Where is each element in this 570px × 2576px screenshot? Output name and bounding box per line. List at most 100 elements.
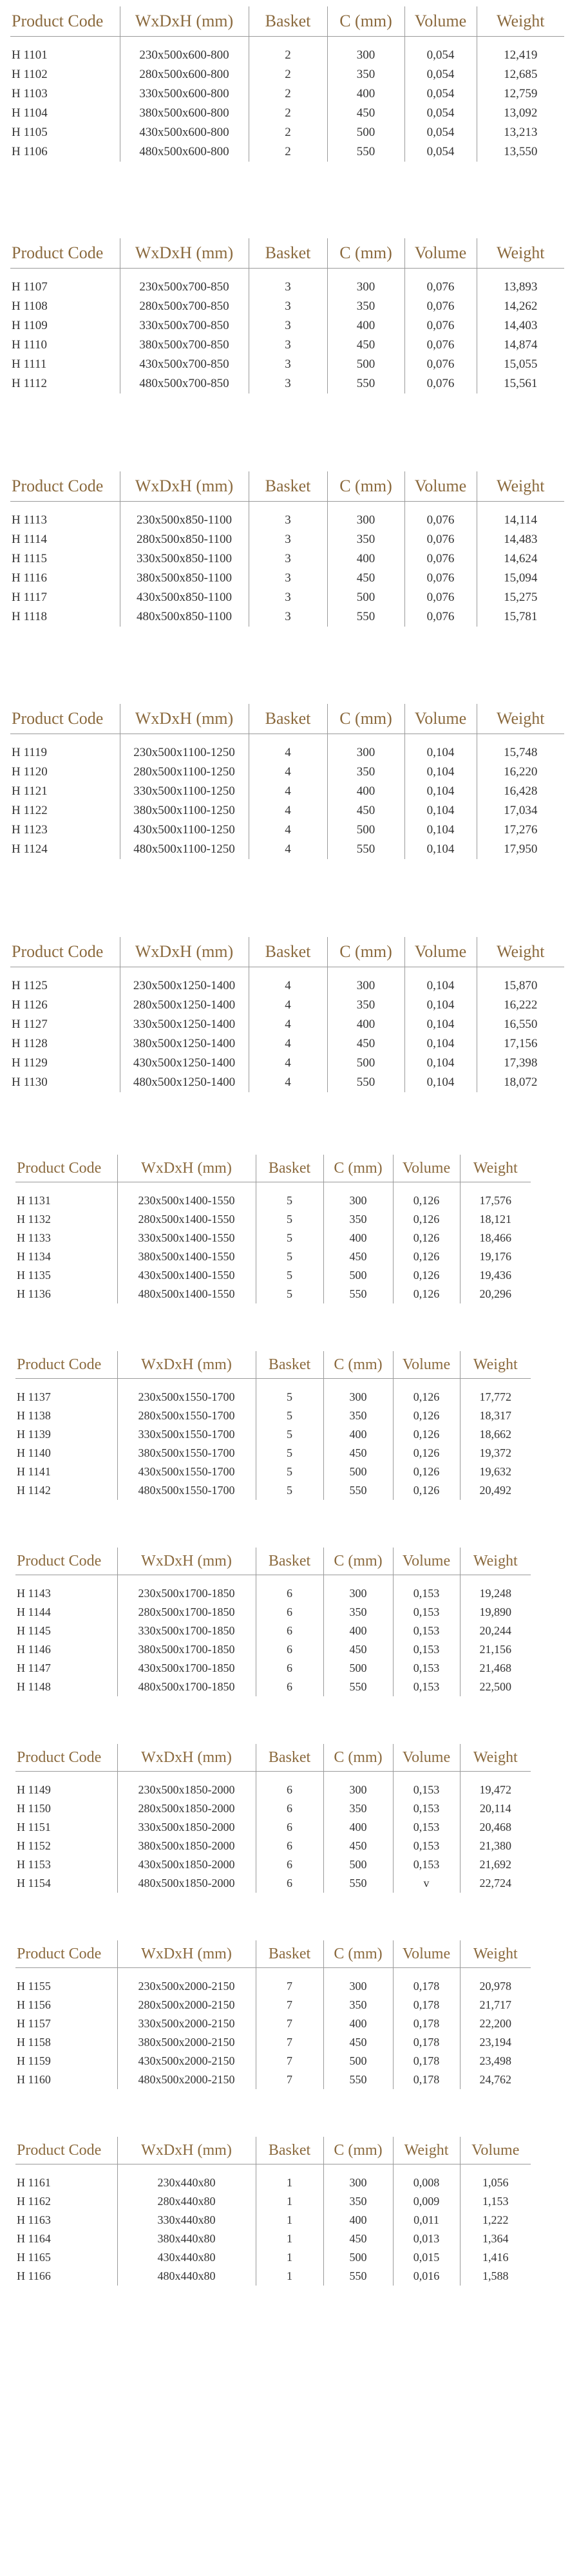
- header-c-mm: C (mm): [323, 1744, 393, 1772]
- table-row: H 1128 380x500x1250-1400 4 450 0,104 17,156: [10, 1034, 564, 1054]
- cell-basket: 2: [248, 84, 327, 104]
- cell-weight: 16,222: [476, 996, 564, 1015]
- table-header-row: Product Code WxDxH (mm) Basket C (mm) Vo…: [10, 937, 564, 967]
- header-volume: Volume: [459, 2137, 531, 2164]
- cell-basket: 6: [255, 1575, 323, 1603]
- cell-volume: 0,126: [392, 1378, 460, 1406]
- table-row: H 1113 230x500x850-1100 3 300 0,076 14,114: [10, 501, 564, 530]
- table-row: H 1124 480x500x1100-1250 4 550 0,104 17,950: [10, 840, 564, 859]
- cell-weight: 19,372: [459, 1444, 531, 1463]
- cell-weight: 12,419: [476, 36, 564, 65]
- cell-dimensions: 380x500x700-850: [119, 336, 249, 355]
- table-header-row: Product Code WxDxH (mm) Basket C (mm) Vo…: [15, 1744, 531, 1772]
- header-c-mm: C (mm): [327, 238, 404, 269]
- cell-c-mm: 350: [327, 762, 404, 782]
- cell-product-code: H 1141: [17, 1465, 51, 1478]
- cell-volume: 0,054: [404, 142, 477, 162]
- cell-weight: 16,428: [476, 782, 564, 801]
- cell-volume: 0,104: [404, 967, 477, 996]
- cell-volume: 0,126: [392, 1463, 460, 1481]
- header-c-mm: C (mm): [323, 1548, 393, 1575]
- cell-product-code: H 1109: [12, 319, 48, 332]
- cell-product-code: H 1114: [12, 533, 48, 546]
- cell-weight: 19,472: [459, 1771, 531, 1799]
- table-row: H 1147 430x500x1700-1850 6 500 0,153 21,468: [15, 1659, 531, 1678]
- cell-c-mm: 400: [327, 316, 404, 336]
- cell-dimensions: 480x500x1700-1850: [117, 1678, 256, 1696]
- table-row: H 1141 430x500x1550-1700 5 500 0,126 19,632: [15, 1463, 531, 1481]
- header-c-mm: C (mm): [327, 6, 404, 37]
- cell-volume: 0,054: [404, 104, 477, 123]
- table-row: H 1149 230x500x1850-2000 6 300 0,153 19,472: [15, 1771, 531, 1799]
- table-row: H 1123 430x500x1100-1250 4 500 0,104 17,276: [10, 820, 564, 840]
- cell-c-mm: 550: [327, 142, 404, 162]
- cell-basket: 4: [248, 967, 327, 996]
- header-dimensions: WxDxH (mm): [117, 1744, 256, 1772]
- header-basket: Basket: [248, 704, 327, 734]
- cell-dimensions: 480x500x1100-1250: [119, 840, 249, 859]
- table-row: H 1152 380x500x1850-2000 6 450 0,153 21,380: [15, 1837, 531, 1855]
- cell-basket: 5: [255, 1210, 323, 1229]
- header-product-code: Product Code: [10, 6, 120, 37]
- cell-c-mm: 300: [323, 1378, 393, 1406]
- cell-volume: 0,126: [392, 1247, 460, 1266]
- header-dimensions: WxDxH (mm): [117, 1940, 256, 1968]
- table-row: H 1164 380x440x80 1 450 0,013 1,364: [15, 2230, 531, 2248]
- cell-volume: 0,076: [404, 268, 477, 297]
- header-product-code: Product Code: [15, 1940, 117, 1968]
- header-dimensions: WxDxH (mm): [119, 238, 249, 269]
- cell-dimensions: 380x500x850-1100: [119, 569, 249, 588]
- table-row: H 1148 480x500x1700-1850 6 550 0,153 22,500: [15, 1678, 531, 1696]
- cell-weight: 22,724: [459, 1874, 531, 1893]
- cell-weight: 17,156: [476, 1034, 564, 1054]
- cell-basket: 2: [248, 65, 327, 84]
- cell-product-code: H 1152: [17, 1839, 51, 1852]
- cell-weight: 13,213: [476, 123, 564, 142]
- header-product-code: Product Code: [10, 704, 120, 734]
- cell-volume: 0,153: [392, 1837, 460, 1855]
- cell-weight: 18,072: [476, 1073, 564, 1092]
- table-row: H 1132 280x500x1400-1550 5 350 0,126 18,121: [15, 1210, 531, 1229]
- cell-c-mm: 350: [323, 1406, 393, 1425]
- cell-volume: 1,416: [459, 2248, 531, 2267]
- header-basket: Basket: [248, 6, 327, 37]
- table-header-row: Product Code WxDxH (mm) Basket C (mm) Vo…: [15, 1548, 531, 1575]
- table-row: H 1161 230x440x80 1 300 0,008 1,056: [15, 2164, 531, 2192]
- cell-basket: 5: [255, 1229, 323, 1247]
- cell-c-mm: 500: [323, 2248, 393, 2267]
- table-row: H 1108 280x500x700-850 3 350 0,076 14,262: [10, 297, 564, 316]
- cell-c-mm: 400: [327, 549, 404, 569]
- cell-volume: 0,054: [404, 36, 477, 65]
- cell-volume: 0,178: [392, 2070, 460, 2089]
- cell-weight: 22,500: [459, 1678, 531, 1696]
- header-volume: Volume: [392, 1548, 460, 1575]
- cell-volume: 0,153: [392, 1622, 460, 1640]
- table-row: H 1142 480x500x1550-1700 5 550 0,126 20,492: [15, 1481, 531, 1500]
- cell-product-code: H 1132: [17, 1213, 51, 1226]
- cell-product-code: H 1129: [12, 1056, 48, 1070]
- cell-volume: 0,076: [404, 569, 477, 588]
- cell-product-code: H 1116: [12, 571, 48, 585]
- cell-weight: 14,874: [476, 336, 564, 355]
- cell-c-mm: 400: [323, 1818, 393, 1837]
- cell-weight: 15,275: [476, 588, 564, 607]
- cell-basket: 6: [255, 1818, 323, 1837]
- cell-weight: 15,055: [476, 355, 564, 374]
- cell-volume: 0,126: [392, 1481, 460, 1500]
- cell-product-code: H 1140: [17, 1446, 51, 1459]
- header-product-code: Product Code: [10, 238, 120, 269]
- table-row: H 1127 330x500x1250-1400 4 400 0,104 16,550: [10, 1015, 564, 1034]
- header-dimensions: WxDxH (mm): [119, 6, 249, 37]
- header-product-code: Product Code: [15, 1351, 117, 1379]
- cell-c-mm: 350: [323, 1210, 393, 1229]
- cell-c-mm: 550: [327, 607, 404, 627]
- cell-product-code: H 1124: [12, 842, 48, 856]
- header-volume: Volume: [392, 1155, 460, 1182]
- cell-volume: 0,178: [392, 2033, 460, 2052]
- cell-product-code: H 1118: [12, 610, 48, 623]
- table-row: H 1162 280x440x80 1 350 0,009 1,153: [15, 2192, 531, 2211]
- header-basket: Basket: [255, 1744, 323, 1772]
- cell-weight: 20,114: [459, 1799, 531, 1818]
- cell-dimensions: 480x500x1550-1700: [117, 1481, 256, 1500]
- cell-dimensions: 430x500x1550-1700: [117, 1463, 256, 1481]
